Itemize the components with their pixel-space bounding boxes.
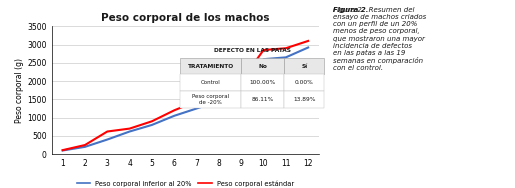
Text: Figura 2.: Figura 2. <box>333 7 371 13</box>
Y-axis label: Peso corporal (g): Peso corporal (g) <box>15 58 24 123</box>
Legend: Peso corporal inferior al 20%, Peso corporal estándar: Peso corporal inferior al 20%, Peso corp… <box>74 177 297 188</box>
Title: Peso corporal de los machos: Peso corporal de los machos <box>101 13 270 23</box>
Text: Figura 2.  Resumen del
ensayo de machos criados
con un perfil de un 20%
menos de: Figura 2. Resumen del ensayo de machos c… <box>333 7 426 71</box>
Text: DEFECTO EN LAS PATAS: DEFECTO EN LAS PATAS <box>214 48 291 53</box>
